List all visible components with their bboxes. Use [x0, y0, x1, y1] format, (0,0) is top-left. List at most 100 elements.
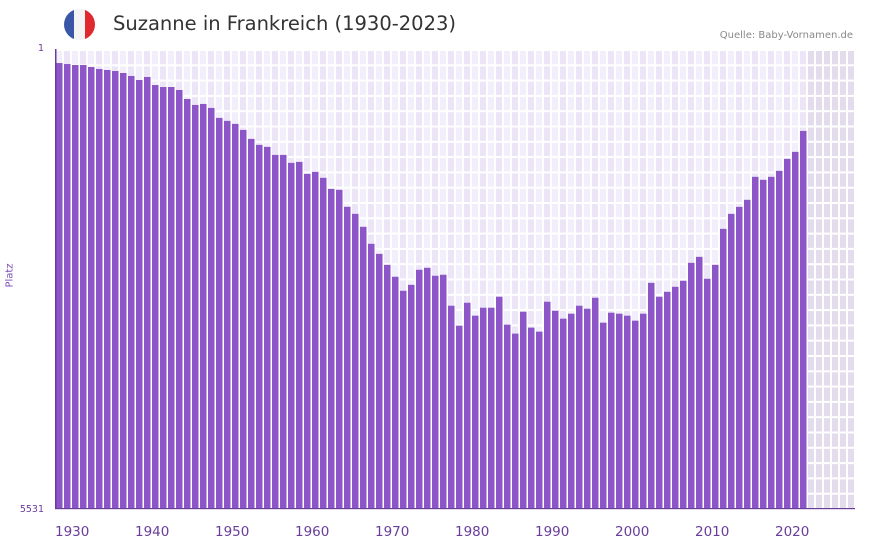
- bar-1965: 1965: 1686: [336, 189, 343, 510]
- bar-1949: 1949: 699: [208, 107, 215, 510]
- source-credit[interactable]: Quelle: Baby-Vornamen.de: [719, 30, 853, 41]
- bar-1975: 1975: 2649: [416, 269, 423, 509]
- france-flag-icon: [64, 9, 95, 40]
- bar-1969: 1969: 2336: [368, 243, 375, 510]
- chart-title: Suzanne in Frankreich (1930-2023): [113, 12, 457, 35]
- bar-1966: 1966: 1890: [344, 206, 351, 510]
- bar-1950: 1950: 819: [216, 117, 223, 509]
- bar-2014: 2014: 1975: [728, 213, 735, 509]
- x-tick-label: 2010: [695, 524, 730, 540]
- bar-1942: 1942: 423: [152, 85, 159, 509]
- bar-1982: 1982: 3202: [472, 315, 479, 509]
- bar-2007: 2007: 2854: [672, 286, 679, 509]
- bar-1974: 1974: 2830: [408, 284, 415, 509]
- bar-2003: 2003: 3178: [640, 313, 647, 509]
- bar-1999: 1999: 3166: [608, 312, 615, 509]
- y-axis-bottom-label: 5531: [19, 504, 44, 515]
- bar-2006: 2006: 2914: [664, 291, 671, 509]
- bar-1952: 1952: 891: [232, 123, 239, 509]
- x-axis-labels: 1930 1940 1950 1960 1970 1980 1990 2000 2010 2020: [0, 524, 873, 548]
- x-tick-label: 1950: [215, 524, 250, 540]
- bar-1972: 1972: 2733: [392, 276, 399, 509]
- bar-2001: 2001: 3202: [624, 315, 631, 509]
- bar-1931: 1931: 170: [64, 64, 71, 509]
- rank-bar-chart: 1930: 1581931: 1701932: 1821933: 1821934…: [55, 49, 855, 510]
- bar-1934: 1934: 206: [88, 67, 95, 509]
- bar-1953: 1953: 964: [240, 129, 247, 510]
- bar-1995: 1995: 3082: [576, 305, 583, 509]
- bar-1947: 1947: 663: [192, 104, 199, 509]
- bar-2016: 2016: 1806: [744, 199, 751, 509]
- bar-2022: 2022: 1228: [792, 151, 799, 510]
- bar-1957: 1957: 1265: [272, 154, 279, 509]
- bar-1970: 1970: 2457: [376, 253, 383, 509]
- bar-2005: 2005: 2974: [656, 296, 663, 509]
- bar-1967: 1967: 1975: [352, 213, 359, 509]
- bar-1990: 1990: 3394: [536, 331, 543, 509]
- bar-1981: 1981: 3046: [464, 302, 471, 509]
- bar-1985: 1985: 2974: [496, 296, 503, 509]
- bar-2021: 2021: 1313: [784, 158, 791, 509]
- bar-1971: 1971: 2589: [384, 264, 391, 509]
- bar-1976: 1976: 2625: [424, 267, 431, 509]
- x-tick-label: 1970: [375, 524, 410, 540]
- bar-1937: 1937: 254: [112, 70, 119, 510]
- x-tick-label: 2020: [775, 524, 810, 540]
- x-axis-line: [55, 508, 855, 510]
- x-tick-label: 1930: [55, 524, 90, 540]
- bar-1933: 1933: 182: [80, 65, 87, 510]
- bar-1941: 1941: 326: [144, 76, 151, 509]
- x-tick-label: 1990: [535, 524, 570, 540]
- bar-1991: 1991: 3034: [544, 301, 551, 509]
- bar-1938: 1938: 278: [120, 72, 127, 509]
- bar-1935: 1935: 230: [96, 69, 103, 509]
- bar-1980: 1980: 3322: [456, 325, 463, 509]
- bar-1944: 1944: 447: [168, 87, 175, 510]
- bar-2010: 2010: 2493: [696, 256, 703, 509]
- bar-1961: 1961: 1493: [304, 173, 311, 510]
- bar-1983: 1983: 3106: [480, 307, 487, 509]
- bar-1954: 1954: 1072: [248, 138, 255, 509]
- bar-1960: 1960: 1349: [296, 161, 303, 509]
- x-tick-label: 1960: [295, 524, 330, 540]
- y-axis-title: Platz: [4, 263, 16, 288]
- bar-1987: 1987: 3418: [512, 333, 519, 509]
- bar-1994: 1994: 3178: [568, 313, 575, 509]
- bar-1963: 1963: 1541: [320, 177, 327, 509]
- bar-1943: 1943: 447: [160, 87, 167, 510]
- bar-1973: 1973: 2902: [400, 290, 407, 509]
- bar-1956: 1956: 1168: [264, 146, 271, 510]
- bar-1978: 1978: 2709: [440, 274, 447, 509]
- bar-2019: 2019: 1529: [768, 176, 775, 509]
- bar-2020: 2020: 1457: [776, 170, 783, 509]
- bar-2002: 2002: 3262: [632, 320, 639, 509]
- x-tick-label: 2000: [615, 524, 650, 540]
- bar-1993: 1993: 3238: [560, 318, 567, 509]
- bar-1940: 1940: 362: [136, 79, 143, 509]
- bar-1932: 1932: 182: [72, 65, 79, 510]
- y-axis-top-label: 1: [37, 43, 44, 54]
- bar-2000: 2000: 3178: [616, 313, 623, 509]
- x-tick-label: 1980: [455, 524, 490, 540]
- bar-1998: 1998: 3286: [600, 322, 607, 509]
- bar-1992: 1992: 3142: [552, 310, 559, 509]
- y-axis-line: [55, 49, 57, 509]
- bar-1958: 1958: 1265: [280, 154, 287, 509]
- bar-1977: 1977: 2721: [432, 275, 439, 509]
- bar-2018: 2018: 1565: [760, 179, 767, 510]
- bar-1984: 1984: 3106: [488, 307, 495, 509]
- bar-1962: 1962: 1469: [312, 171, 319, 509]
- bar-1939: 1939: 314: [128, 75, 135, 510]
- bar-1945: 1945: 483: [176, 90, 183, 509]
- bar-1997: 1997: 2986: [592, 297, 599, 509]
- bar-1951: 1951: 855: [224, 120, 231, 509]
- bar-1968: 1968: 2131: [360, 226, 367, 509]
- bar-1959: 1959: 1361: [288, 162, 295, 510]
- bar-2009: 2009: 2565: [688, 262, 695, 509]
- bar-1964: 1964: 1674: [328, 188, 335, 509]
- bar-1988: 1988: 3154: [520, 311, 527, 509]
- bar-1948: 1948: 651: [200, 103, 207, 509]
- bar-1946: 1946: 591: [184, 98, 191, 509]
- bar-1979: 1979: 3082: [448, 305, 455, 509]
- bar-1955: 1955: 1144: [256, 144, 263, 509]
